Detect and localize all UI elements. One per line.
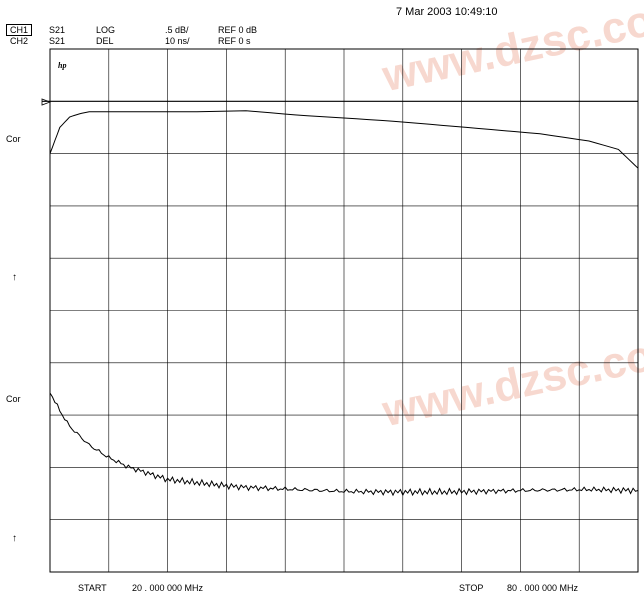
ch1-correction-label: Cor — [6, 134, 21, 144]
ch1-format: LOG — [96, 25, 116, 35]
trace-ch1 — [49, 110, 639, 169]
graticule — [42, 48, 639, 573]
trace-ch2 — [49, 392, 639, 497]
ch2-ref: REF 0 s — [218, 36, 251, 46]
ch1-param: S21 — [49, 25, 66, 35]
timestamp: 7 Mar 2003 10:49:10 — [396, 6, 498, 18]
start-label: START — [78, 583, 107, 593]
ch2-format: DEL — [96, 36, 114, 46]
reference-marker-icon — [41, 98, 52, 106]
ch2-label[interactable]: CH2 — [10, 36, 29, 46]
stop-value: 80 . 000 000 MHz — [507, 583, 579, 593]
ch1-label[interactable]: CH1 — [6, 24, 33, 36]
hp-logo: hp — [58, 61, 66, 70]
ch1-ref: REF 0 dB — [218, 25, 258, 35]
ch2-arrow-icon: ↑ — [12, 533, 17, 544]
ch2-param: S21 — [49, 36, 66, 46]
ch2-correction-label: Cor — [6, 394, 21, 404]
ch2-scale: 10 ns/ — [165, 36, 190, 46]
ch1-scale: .5 dB/ — [165, 25, 189, 35]
start-value: 20 . 000 000 MHz — [132, 583, 204, 593]
stop-label: STOP — [459, 583, 484, 593]
ch1-arrow-icon: ↑ — [12, 272, 17, 283]
